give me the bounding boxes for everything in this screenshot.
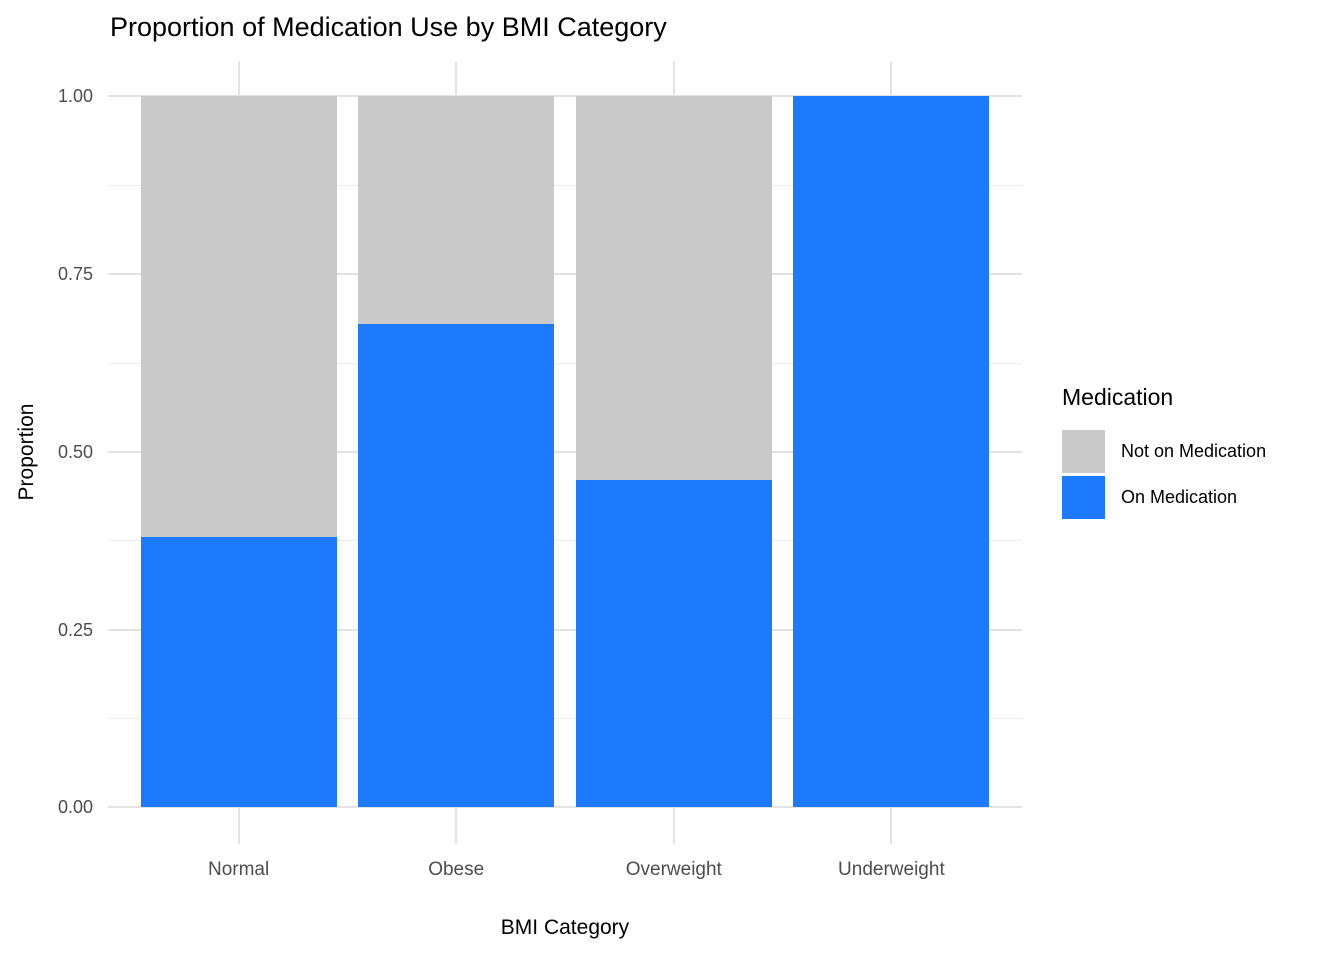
- major-gridline: [108, 806, 1022, 809]
- x-tick-label: Underweight: [838, 859, 945, 880]
- bar-segment-on-medication: [575, 480, 772, 808]
- bar-segment-on-medication: [140, 537, 337, 808]
- y-tick-label: 0.50: [57, 441, 93, 462]
- minor-gridline: [108, 362, 1022, 364]
- minor-gridline: [108, 540, 1022, 542]
- bar-segment-not-on-medication: [140, 96, 337, 538]
- legend: Medication Not on Medication On Medicati…: [1062, 384, 1266, 522]
- x-axis-title: BMI Category: [500, 916, 630, 939]
- legend-swatch-on-medication: [1062, 476, 1105, 519]
- chart-title: Proportion of Medication Use by BMI Cate…: [110, 12, 667, 42]
- x-tick-label: Normal: [207, 859, 270, 880]
- major-gridline: [108, 450, 1022, 453]
- bar-segment-on-medication: [793, 96, 990, 808]
- y-tick-label: 0.75: [57, 264, 93, 285]
- legend-item-on-medication: On Medication: [1062, 476, 1266, 519]
- bar-segment-on-medication: [358, 323, 555, 808]
- legend-swatch-not-on-medication: [1062, 430, 1105, 473]
- minor-gridline: [108, 718, 1022, 720]
- legend-item-not-on-medication: Not on Medication: [1062, 430, 1266, 473]
- major-gridline: [108, 628, 1022, 631]
- legend-title: Medication: [1062, 384, 1174, 410]
- bar-segment-not-on-medication: [358, 96, 555, 324]
- minor-gridline: [108, 184, 1022, 186]
- y-tick-label: 1.00: [57, 86, 93, 107]
- x-tick-label: Obese: [428, 859, 485, 880]
- legend-label-on-medication: On Medication: [1121, 487, 1238, 507]
- y-tick-label: 0.25: [57, 619, 93, 640]
- major-gridline: [108, 95, 1022, 98]
- y-tick-label: 0.00: [57, 797, 93, 818]
- bar-segment-not-on-medication: [575, 96, 772, 481]
- major-gridline: [108, 273, 1022, 276]
- plot-panel: [108, 61, 1022, 844]
- legend-label-not-on-medication: Not on Medication: [1121, 441, 1267, 461]
- x-tick-label: Overweight: [625, 859, 722, 880]
